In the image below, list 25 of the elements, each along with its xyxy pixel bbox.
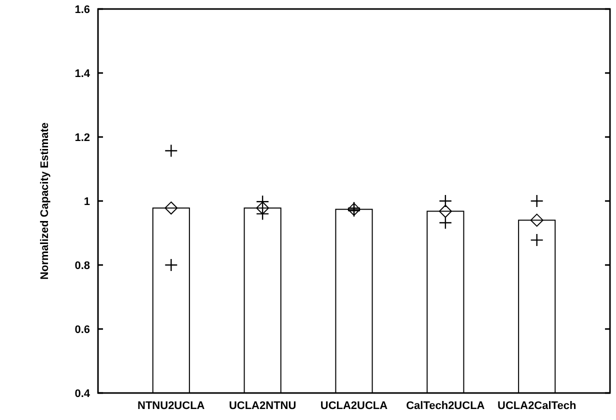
x-tick-label: UCLA2UCLA bbox=[320, 400, 388, 412]
x-tick-label: NTNU2UCLA bbox=[138, 400, 205, 412]
y-tick-label: 0.6 bbox=[74, 324, 90, 336]
x-tick-label: UCLA2NTNU bbox=[228, 400, 296, 412]
y-tick-label: 1.4 bbox=[74, 68, 91, 80]
point bbox=[438, 216, 452, 230]
y-axis-title: Normalized Capacity Estimate bbox=[39, 122, 51, 280]
point bbox=[256, 207, 270, 220]
y-tick-label: 0.4 bbox=[74, 388, 91, 400]
point bbox=[530, 214, 544, 227]
y-tick-label: 1 bbox=[84, 196, 90, 208]
x-tick-label: CalTech2UCLA bbox=[406, 400, 485, 412]
x-tick-label: UCLA2CalTech bbox=[498, 400, 576, 412]
point bbox=[256, 195, 270, 208]
y-tick-label: 1.2 bbox=[74, 132, 90, 144]
point bbox=[256, 202, 270, 215]
point bbox=[438, 204, 452, 218]
point bbox=[438, 194, 452, 208]
point bbox=[530, 233, 544, 247]
point bbox=[530, 194, 544, 208]
point bbox=[164, 202, 178, 215]
point bbox=[164, 258, 178, 272]
y-tick-label: 0.8 bbox=[74, 260, 90, 272]
point bbox=[164, 144, 178, 158]
y-tick-label: 1.6 bbox=[74, 4, 90, 16]
